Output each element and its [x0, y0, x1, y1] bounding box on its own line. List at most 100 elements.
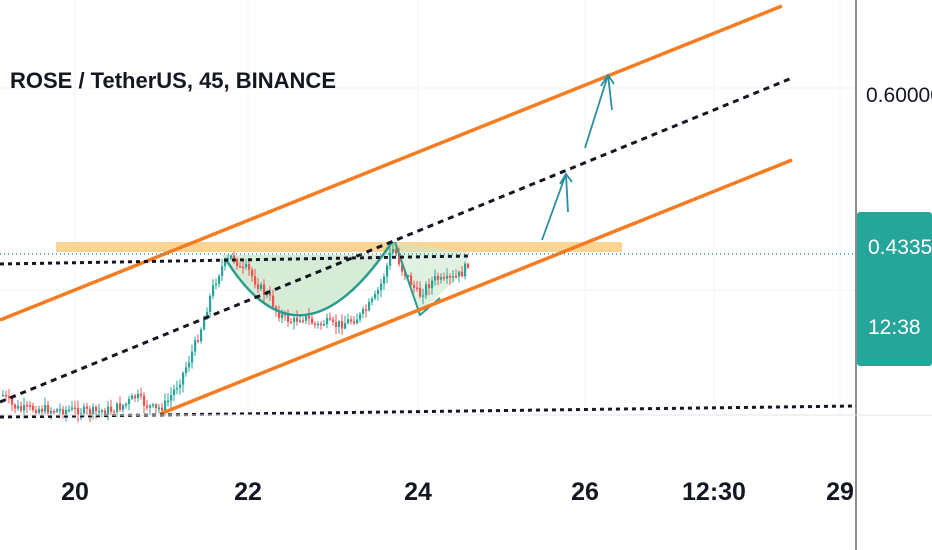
- candle: [413, 280, 416, 293]
- candle: [335, 314, 338, 335]
- candle: [371, 296, 374, 306]
- handle-pattern-fill: [392, 242, 467, 312]
- candle: [383, 273, 386, 290]
- candle: [47, 400, 50, 417]
- candle: [317, 320, 320, 329]
- candle: [422, 288, 425, 305]
- current-price-badge: [857, 212, 932, 366]
- candle: [269, 286, 272, 301]
- candle: [449, 273, 452, 285]
- candle: [254, 268, 257, 289]
- candle: [416, 281, 419, 292]
- candle: [137, 389, 140, 402]
- candle: [287, 309, 290, 327]
- candle: [344, 315, 347, 330]
- candle: [209, 293, 212, 318]
- channel-midline: [0, 76, 793, 404]
- candle: [236, 257, 239, 270]
- candle: [29, 401, 32, 411]
- candle: [35, 406, 38, 416]
- candle: [353, 316, 356, 326]
- candle: [251, 267, 254, 282]
- candle: [293, 314, 296, 330]
- candle: [92, 403, 95, 420]
- candle: [8, 389, 11, 404]
- candle: [71, 401, 74, 412]
- candle: [377, 286, 380, 301]
- candle: [425, 281, 428, 299]
- candle: [461, 266, 464, 278]
- candle: [392, 241, 395, 255]
- candle: [77, 400, 80, 423]
- candle: [239, 262, 242, 268]
- candle: [278, 305, 281, 322]
- candle-countdown: 12:38: [868, 316, 921, 339]
- projection-arrow-1: [541, 172, 573, 241]
- candle: [272, 289, 275, 310]
- candle: [188, 356, 191, 372]
- candle: [38, 405, 41, 415]
- candle: [50, 407, 53, 420]
- candle: [98, 403, 101, 416]
- candle: [323, 319, 326, 327]
- x-tick-label: 24: [404, 478, 432, 506]
- candle: [296, 310, 299, 326]
- x-tick-label: 12:30: [682, 478, 746, 506]
- base-dotted-line: [0, 404, 857, 419]
- candle: [89, 405, 92, 422]
- candle: [221, 258, 224, 281]
- channel-upper-line: [0, 4, 783, 322]
- candle: [326, 313, 329, 329]
- candle: [380, 279, 383, 298]
- candle: [446, 268, 449, 284]
- candle: [173, 384, 176, 401]
- candle: [62, 405, 65, 419]
- projection-arrow-2: [584, 73, 615, 149]
- candle: [44, 397, 47, 415]
- candle: [32, 402, 35, 413]
- candle: [143, 392, 146, 414]
- candle: [452, 270, 455, 283]
- x-tick-label: 26: [571, 478, 599, 506]
- candle: [368, 298, 371, 312]
- candle: [290, 318, 293, 324]
- candle: [467, 262, 470, 269]
- candle: [248, 261, 251, 276]
- candle: [59, 403, 62, 415]
- candle: [149, 404, 152, 415]
- candle: [167, 393, 170, 407]
- candle: [182, 371, 185, 393]
- candle: [338, 320, 341, 334]
- candle: [299, 316, 302, 324]
- candle: [314, 321, 317, 329]
- candle: [20, 401, 23, 413]
- candle: [365, 304, 368, 318]
- candle: [389, 247, 392, 270]
- candle: [194, 336, 197, 356]
- candle: [176, 380, 179, 395]
- candle: [242, 260, 245, 274]
- candle: [86, 402, 89, 415]
- candle: [233, 251, 236, 264]
- candle: [74, 401, 77, 416]
- candle: [101, 408, 104, 418]
- candle: [212, 279, 215, 299]
- candle: [362, 306, 365, 319]
- candle: [200, 327, 203, 344]
- candle: [386, 262, 389, 284]
- candle: [65, 405, 68, 422]
- candle: [245, 259, 248, 270]
- candle: [215, 278, 218, 290]
- candle: [80, 408, 83, 421]
- candle: [260, 282, 263, 292]
- candle: [347, 314, 350, 325]
- chart-title: ROSE / TetherUS, 45, BINANCE: [10, 68, 336, 93]
- candle: [434, 269, 437, 286]
- candle: [179, 379, 182, 395]
- candle: [152, 402, 155, 408]
- candle: [185, 361, 188, 377]
- candle: [263, 279, 266, 303]
- candle: [341, 314, 344, 335]
